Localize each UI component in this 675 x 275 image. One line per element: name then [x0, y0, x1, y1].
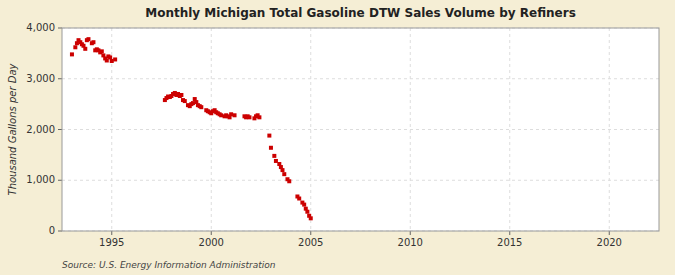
tick-mark: [509, 231, 510, 235]
grid-line: [62, 129, 659, 130]
plot-background: [62, 28, 659, 231]
tick-mark: [58, 129, 62, 130]
tick-mark: [211, 231, 212, 235]
point: [108, 55, 112, 59]
tick-mark: [310, 231, 311, 235]
point: [257, 115, 261, 119]
point: [73, 45, 77, 49]
point: [267, 134, 271, 138]
axes: 0 1,000 2,000 3,000 4,000 1995 2000 2005 2010 201…: [26, 22, 659, 248]
tick-mark: [111, 231, 112, 235]
tick-label: 2005: [298, 237, 323, 248]
tick-label: 2,000: [26, 124, 55, 135]
point: [233, 113, 237, 117]
point: [91, 40, 95, 44]
point: [305, 210, 309, 214]
point: [269, 146, 273, 150]
tick-label: 0: [49, 225, 55, 236]
point: [183, 99, 187, 103]
grid-line: [310, 28, 311, 231]
tick-label: 3,000: [26, 73, 55, 84]
grid-line: [509, 28, 510, 231]
annotation: Source: U.S. Energy Information Administ…: [62, 260, 276, 270]
grid-line: [62, 78, 659, 79]
point: [199, 105, 203, 109]
point: [272, 154, 276, 158]
point: [287, 179, 291, 183]
point: [100, 49, 104, 53]
point: [309, 216, 313, 220]
grid-line: [609, 28, 610, 231]
grid-line: [410, 28, 411, 231]
tick-mark: [58, 231, 62, 232]
point: [113, 57, 117, 61]
title: Monthly Michigan Total Gasoline DTW Sale…: [145, 6, 576, 20]
point: [247, 115, 251, 119]
point: [282, 172, 286, 176]
point: [297, 197, 301, 201]
chart: 0 1,000 2,000 3,000 4,000 1995 2000 2005 2010 201…: [0, 0, 675, 275]
background: [0, 0, 675, 275]
tick-mark: [58, 78, 62, 79]
point: [179, 93, 183, 97]
plot-frame: [62, 28, 659, 231]
point: [280, 168, 284, 172]
tick-mark: [410, 231, 411, 235]
tick-label: 4,000: [26, 22, 55, 33]
tick-label: 2010: [398, 237, 423, 248]
grid-line: [62, 180, 659, 181]
points: [70, 37, 313, 220]
tick-label: 2000: [199, 237, 224, 248]
tick-label: 2020: [597, 237, 622, 248]
tick-label: 1,000: [26, 174, 55, 185]
y-axis-label: Thousand Gallons per Day: [7, 62, 18, 195]
tick-mark: [58, 180, 62, 181]
point: [86, 37, 90, 41]
tick-mark: [609, 231, 610, 235]
point: [83, 47, 87, 51]
grid: [62, 28, 659, 231]
grid-line: [211, 28, 212, 231]
tick-label: 2015: [497, 237, 522, 248]
tick-label: 1995: [99, 237, 124, 248]
chart-container: 0 1,000 2,000 3,000 4,000 1995 2000 2005 2010 201…: [0, 0, 675, 275]
tick-mark: [58, 28, 62, 29]
point: [70, 52, 74, 56]
point: [302, 203, 306, 207]
